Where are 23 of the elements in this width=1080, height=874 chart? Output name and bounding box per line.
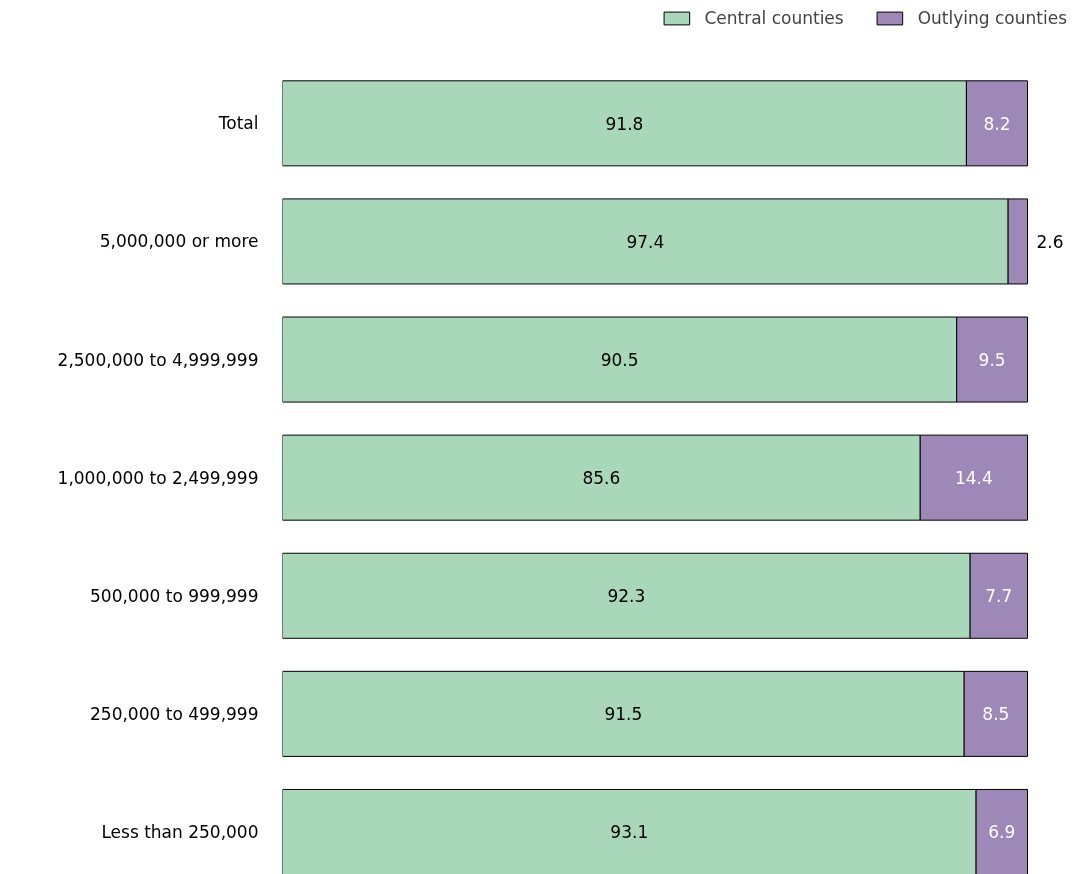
y-tick-label: 2,500,000 to 4,999,999	[57, 349, 259, 370]
data-label: 9.5	[978, 350, 1006, 371]
data-label: 14.4	[954, 468, 993, 489]
data-label: 6.9	[988, 822, 1016, 843]
data-label: 91.5	[604, 704, 643, 725]
y-tick-label: Less than 250,000	[101, 821, 259, 842]
data-label: 2.6	[1036, 231, 1064, 252]
legend-label: Central counties	[704, 8, 844, 28]
data-label: 90.5	[600, 350, 639, 371]
y-tick-label: Total	[217, 113, 259, 134]
y-tick-label: 250,000 to 499,999	[90, 703, 259, 724]
data-label: 91.8	[605, 113, 644, 134]
legend-label: Outlying counties	[917, 8, 1067, 28]
data-label: 85.6	[582, 468, 621, 489]
data-label: 7.7	[985, 586, 1013, 607]
y-tick-label: 1,000,000 to 2,499,999	[57, 467, 259, 488]
y-tick-label: 500,000 to 999,999	[90, 585, 259, 606]
y-tick-label: 5,000,000 or more	[99, 231, 259, 252]
data-label: 8.5	[982, 704, 1010, 725]
data-label: 92.3	[607, 586, 646, 607]
data-label: 93.1	[610, 822, 649, 843]
data-label: 8.2	[983, 113, 1011, 134]
data-label: 97.4	[626, 231, 665, 252]
